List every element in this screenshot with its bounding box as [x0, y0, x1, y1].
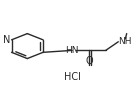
- Text: HCl: HCl: [64, 72, 81, 82]
- Text: O: O: [86, 56, 94, 66]
- Text: NH: NH: [118, 37, 132, 46]
- Text: HN: HN: [65, 46, 79, 55]
- Text: N: N: [3, 35, 10, 45]
